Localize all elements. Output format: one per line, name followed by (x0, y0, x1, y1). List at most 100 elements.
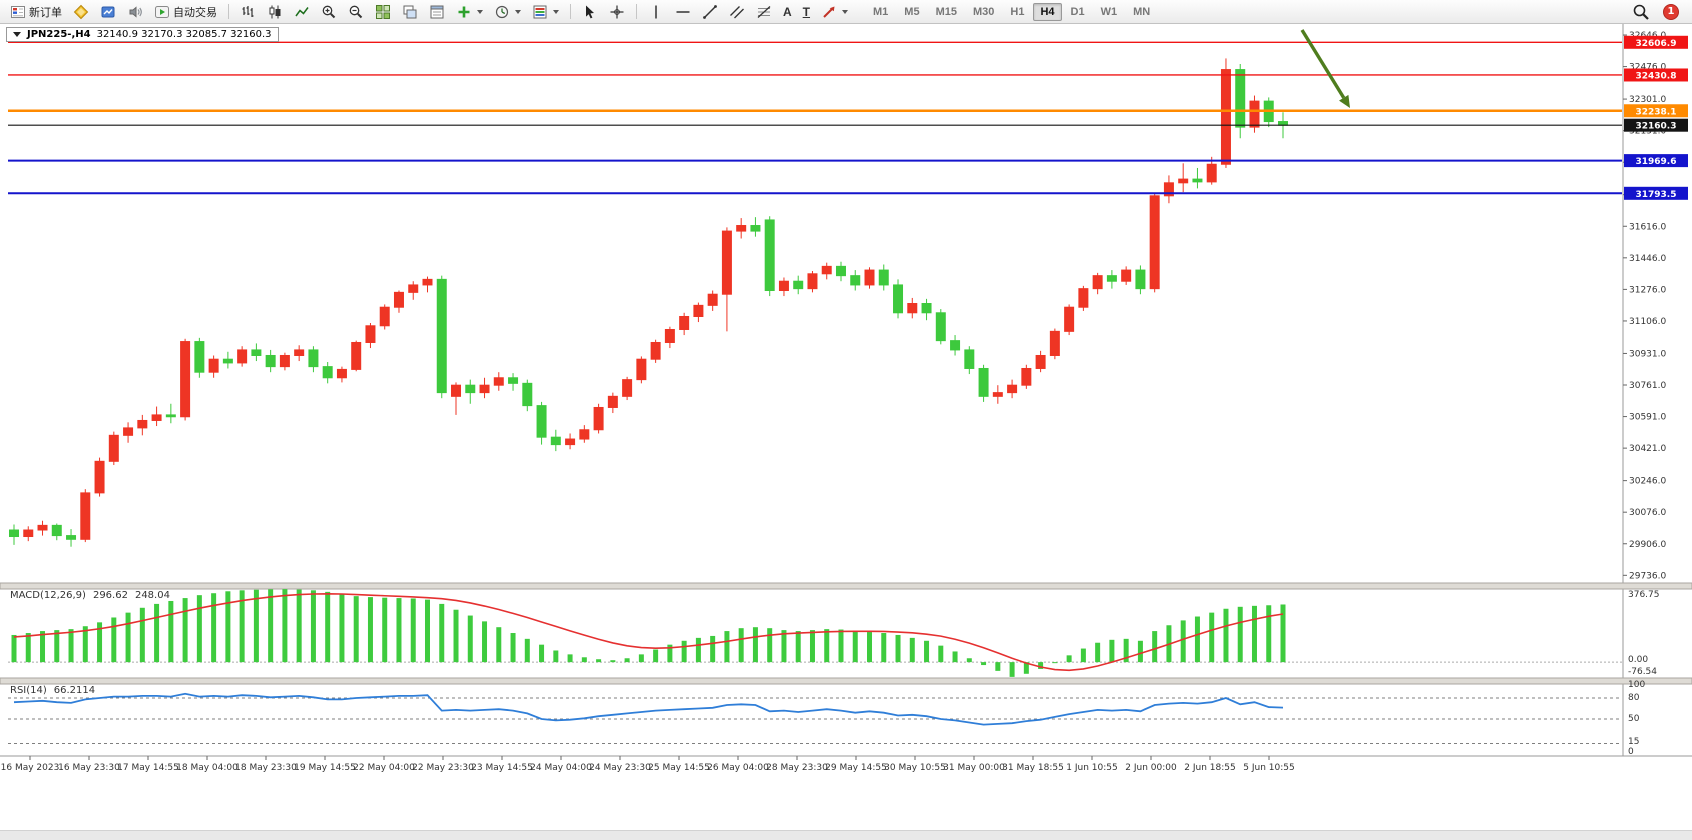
candle-body (1049, 330, 1060, 356)
text-icon: A (783, 4, 792, 19)
chart-canvas[interactable]: 32646.032476.032301.032131.031961.031786… (0, 24, 1692, 840)
svg-text:31616.0: 31616.0 (1629, 222, 1666, 232)
candle-body (1192, 178, 1203, 183)
chart-title-box[interactable]: JPN225-,H4 32140.9 32170.3 32085.7 32160… (6, 27, 279, 42)
candle-body (964, 349, 975, 369)
rsi-scale-0: 0 (1628, 747, 1634, 757)
chevron-down-icon (515, 9, 521, 14)
text-label-icon: T (802, 4, 811, 19)
arrow-object-icon (823, 6, 835, 18)
candle-body (465, 384, 476, 394)
svg-text:30591.0: 30591.0 (1629, 413, 1666, 423)
svg-text:24 May 04:00: 24 May 04:00 (530, 763, 592, 773)
zoom-out-icon (349, 5, 363, 18)
autotrading-button[interactable]: 自动交易 (149, 2, 222, 22)
zoom-in-button[interactable] (316, 2, 342, 22)
timeframe-button-h4[interactable]: H4 (1033, 2, 1062, 21)
macd-scale-min: -76.54 (1628, 667, 1658, 677)
channel-button[interactable] (724, 2, 750, 22)
timeframe-button-w1[interactable]: W1 (1094, 3, 1125, 21)
svg-text:31446.0: 31446.0 (1629, 254, 1666, 264)
svg-text:24 May 23:30: 24 May 23:30 (589, 763, 651, 773)
candle-body (1249, 100, 1260, 128)
candle-body (864, 269, 875, 286)
candlestick-chart-button[interactable] (262, 2, 288, 22)
periods-button[interactable] (489, 2, 526, 22)
toolbar-separator (636, 4, 637, 19)
horizontal-line-button[interactable] (670, 2, 696, 22)
profiles-button[interactable] (95, 2, 121, 22)
candle-body (165, 414, 176, 418)
candle-body (66, 535, 77, 540)
new-order-button[interactable]: 新订单 (5, 2, 67, 22)
rsi-indicator-label: RSI(14) 66.2114 (10, 685, 95, 696)
search-button[interactable] (1627, 2, 1655, 22)
profiles-icon (101, 6, 115, 17)
svg-text:30421.0: 30421.0 (1629, 444, 1666, 454)
candle-body (850, 275, 861, 286)
line-chart-button[interactable] (289, 2, 315, 22)
text-button[interactable]: A (778, 2, 797, 22)
timeframe-button-d1[interactable]: D1 (1064, 3, 1092, 21)
templates-button[interactable] (527, 2, 564, 22)
timeframe-button-m1[interactable]: M1 (866, 3, 895, 21)
candle-body (607, 395, 618, 408)
chart-ohlc-values: 32140.9 32170.3 32085.7 32160.3 (96, 29, 272, 40)
cascade-windows-button[interactable] (397, 2, 423, 22)
candle-body (422, 278, 433, 286)
candle-body (536, 405, 547, 438)
data-window-button[interactable] (424, 2, 450, 22)
svg-text:30076.0: 30076.0 (1629, 508, 1666, 518)
crosshair-button[interactable] (604, 2, 630, 22)
timeframe-button-mn[interactable]: MN (1126, 3, 1157, 21)
candle-body (1163, 182, 1174, 197)
timeframe-button-h1[interactable]: H1 (1003, 3, 1031, 21)
sound-alert-button[interactable] (122, 2, 148, 22)
chevron-down-icon (477, 9, 483, 14)
candle-body (707, 293, 718, 306)
fibonacci-button[interactable] (751, 2, 777, 22)
panel-separator[interactable] (0, 582, 1692, 590)
tile-windows-button[interactable] (370, 2, 396, 22)
panel-separator[interactable] (0, 677, 1692, 685)
notification-badge[interactable]: 1 (1663, 3, 1679, 20)
trend-arrow-head[interactable] (1339, 94, 1350, 108)
candle-body (194, 341, 205, 373)
zoom-out-button[interactable] (343, 2, 369, 22)
chart-symbol-period: JPN225-,H4 (27, 29, 91, 40)
bar-chart-button[interactable] (235, 2, 261, 22)
candle-body (9, 529, 19, 538)
favorites-button[interactable] (68, 2, 94, 22)
candle-body (393, 291, 404, 308)
candle-body (151, 414, 162, 421)
svg-text:31 May 18:55: 31 May 18:55 (1002, 763, 1064, 773)
indicators-button[interactable] (451, 2, 488, 22)
cursor-button[interactable] (577, 2, 603, 22)
price-badge: 32160.3 (1624, 118, 1688, 132)
vertical-line-button[interactable] (643, 2, 669, 22)
timeframe-button-m5[interactable]: M5 (897, 3, 926, 21)
rsi-line (13, 692, 1284, 726)
arrows-button[interactable] (816, 2, 853, 22)
trend-arrow-annotation[interactable] (1300, 29, 1346, 99)
trendline-button[interactable] (697, 2, 723, 22)
candle-body (736, 225, 747, 232)
svg-text:29 May 14:55: 29 May 14:55 (825, 763, 887, 773)
candle-body (821, 265, 832, 275)
candle-body (479, 384, 490, 394)
svg-text:31793.5: 31793.5 (1636, 190, 1677, 200)
timeframe-button-m15[interactable]: M15 (929, 3, 964, 21)
trendline-icon (703, 4, 717, 19)
label-button[interactable]: T (798, 2, 815, 22)
price-badge: 32606.9 (1624, 35, 1688, 49)
autotrading-label: 自动交易 (173, 6, 217, 19)
svg-text:18 May 04:00: 18 May 04:00 (176, 763, 238, 773)
rsi-scale-15: 15 (1628, 737, 1640, 747)
candle-body (294, 349, 305, 356)
timeframe-button-m30[interactable]: M30 (966, 3, 1001, 21)
favorites-icon (73, 4, 89, 19)
candle-body (508, 377, 519, 384)
tile-windows-icon (376, 4, 390, 19)
equidistant-channel-icon (730, 5, 744, 18)
